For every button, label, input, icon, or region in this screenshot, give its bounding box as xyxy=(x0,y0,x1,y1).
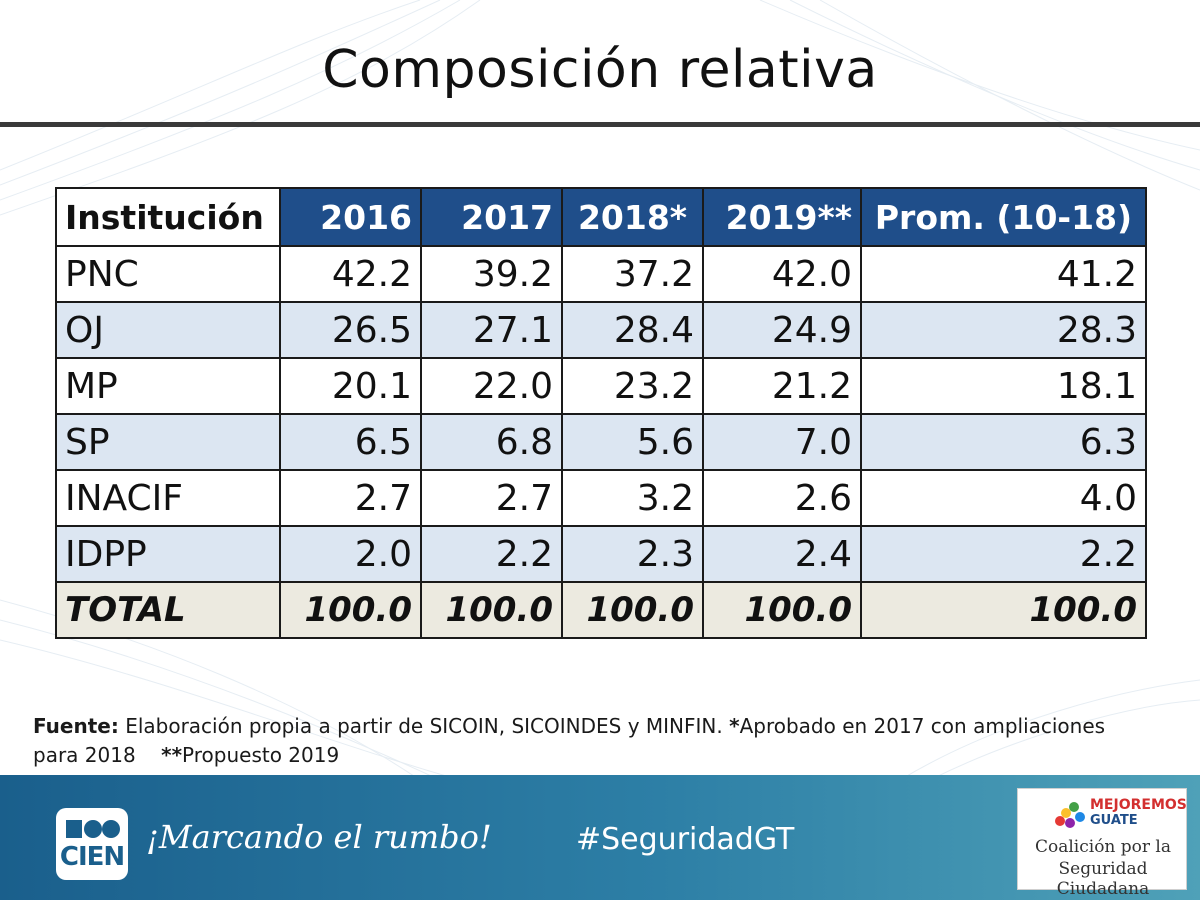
value-cell: 2.3 xyxy=(561,525,704,583)
proposed-marker: ** xyxy=(161,743,183,767)
composition-table: Institución 2016 2017 2018* 2019** Prom.… xyxy=(55,187,1147,639)
value-cell: 2.7 xyxy=(420,469,563,527)
value-cell: 42.2 xyxy=(279,245,422,303)
value-cell: 6.5 xyxy=(279,413,422,471)
value-cell: 28.3 xyxy=(860,301,1147,359)
partner-name-line2: Seguridad Ciudadana xyxy=(1056,859,1150,899)
value-cell: 4.0 xyxy=(860,469,1147,527)
cien-logo-text: CIEN xyxy=(59,842,125,872)
partner-brand-line1: MEJOREMOS xyxy=(1090,797,1187,813)
value-cell: 28.4 xyxy=(561,301,704,359)
institution-cell: OJ xyxy=(55,301,281,359)
partner-brand-line2: GUATE xyxy=(1090,813,1138,828)
value-cell: 21.2 xyxy=(702,357,862,415)
column-header-2018: 2018* xyxy=(561,187,704,247)
footer-band xyxy=(0,775,1200,900)
total-value: 100.0 xyxy=(860,581,1147,639)
total-value: 100.0 xyxy=(702,581,862,639)
table-row: SP 6.5 6.8 5.6 7.0 6.3 xyxy=(55,413,1147,471)
slogan: ¡Marcando el rumbo! xyxy=(146,818,492,856)
mejoremos-guate-mark-icon xyxy=(1055,802,1085,828)
value-cell: 39.2 xyxy=(420,245,563,303)
source-label: Fuente: xyxy=(33,714,119,738)
institution-cell: PNC xyxy=(55,245,281,303)
institution-cell: IDPP xyxy=(55,525,281,583)
column-header-institution: Institución xyxy=(55,187,281,247)
table-row: OJ 26.5 27.1 28.4 24.9 28.3 xyxy=(55,301,1147,359)
value-cell: 27.1 xyxy=(420,301,563,359)
table-row: INACIF 2.7 2.7 3.2 2.6 4.0 xyxy=(55,469,1147,527)
value-cell: 2.2 xyxy=(420,525,563,583)
table-header-row: Institución 2016 2017 2018* 2019** Prom.… xyxy=(55,187,1147,247)
value-cell: 26.5 xyxy=(279,301,422,359)
value-cell: 23.2 xyxy=(561,357,704,415)
cien-logo: CIEN xyxy=(56,808,128,880)
source-note: Fuente: Elaboración propia a partir de S… xyxy=(33,712,1153,770)
approved-note: Aprobado en 2017 con ampliaciones para 2… xyxy=(33,714,1106,767)
value-cell: 24.9 xyxy=(702,301,862,359)
value-cell: 6.3 xyxy=(860,413,1147,471)
value-cell: 42.0 xyxy=(702,245,862,303)
value-cell: 2.7 xyxy=(279,469,422,527)
total-row: TOTAL 100.0 100.0 100.0 100.0 100.0 xyxy=(55,581,1147,639)
value-cell: 2.0 xyxy=(279,525,422,583)
total-value: 100.0 xyxy=(561,581,704,639)
institution-cell: SP xyxy=(55,413,281,471)
column-header-2017: 2017 xyxy=(420,187,563,247)
institution-cell: MP xyxy=(55,357,281,415)
hashtag: #SeguridadGT xyxy=(576,822,795,857)
cien-logo-mark-icon xyxy=(66,820,120,838)
partner-name-line1: Coalición por la xyxy=(1034,837,1172,857)
title-divider xyxy=(0,122,1200,127)
column-header-2019: 2019** xyxy=(702,187,862,247)
institution-cell: INACIF xyxy=(55,469,281,527)
approved-marker: * xyxy=(729,714,740,738)
source-text: Elaboración propia a partir de SICOIN, S… xyxy=(118,714,730,738)
proposed-note: Propuesto 2019 xyxy=(182,743,340,767)
value-cell: 2.6 xyxy=(702,469,862,527)
total-value: 100.0 xyxy=(420,581,563,639)
total-value: 100.0 xyxy=(279,581,422,639)
value-cell: 2.2 xyxy=(860,525,1147,583)
value-cell: 2.4 xyxy=(702,525,862,583)
page-title: Composición relativa xyxy=(322,40,878,100)
value-cell: 37.2 xyxy=(561,245,704,303)
value-cell: 3.2 xyxy=(561,469,704,527)
total-label: TOTAL xyxy=(55,581,281,639)
table-row: MP 20.1 22.0 23.2 21.2 18.1 xyxy=(55,357,1147,415)
value-cell: 5.6 xyxy=(561,413,704,471)
column-header-average: Prom. (10-18) xyxy=(860,187,1147,247)
value-cell: 41.2 xyxy=(860,245,1147,303)
coalition-logo: MEJOREMOS GUATE Coalición por la Segurid… xyxy=(1017,788,1187,899)
value-cell: 20.1 xyxy=(279,357,422,415)
column-header-2016: 2016 xyxy=(279,187,422,247)
value-cell: 22.0 xyxy=(420,357,563,415)
value-cell: 7.0 xyxy=(702,413,862,471)
table-row: PNC 42.2 39.2 37.2 42.0 41.2 xyxy=(55,245,1147,303)
value-cell: 18.1 xyxy=(860,357,1147,415)
table-row: IDPP 2.0 2.2 2.3 2.4 2.2 xyxy=(55,525,1147,583)
value-cell: 6.8 xyxy=(420,413,563,471)
